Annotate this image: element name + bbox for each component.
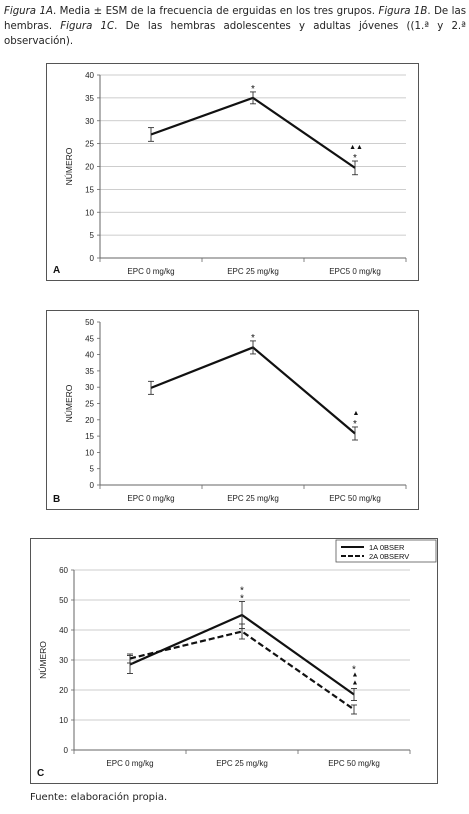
chart-panel-c: 0 10 20 30 40 50 60 EPC 0 mg/kg EPC 25 mg/kg EPC … bbox=[30, 538, 438, 784]
y-tick-label: 20 bbox=[85, 416, 94, 425]
x-tick-label: EPC5 0 mg/kg bbox=[329, 267, 381, 276]
y-tick-label: 40 bbox=[59, 626, 68, 635]
significance-triangle: ▲▲ bbox=[349, 144, 363, 151]
y-tick-label: 0 bbox=[64, 746, 69, 755]
y-tick-label: 5 bbox=[90, 231, 95, 240]
y-tick-label: 35 bbox=[85, 94, 94, 103]
significance-star: * bbox=[352, 665, 356, 676]
chart-border bbox=[46, 310, 419, 510]
caption-fig-1c: Figura 1C bbox=[60, 21, 115, 32]
y-tick-label: 45 bbox=[85, 334, 94, 343]
y-tick-label: 15 bbox=[85, 185, 94, 194]
significance-star: * bbox=[240, 594, 244, 605]
significance-triangle: ▲ bbox=[352, 680, 359, 687]
significance-star: * bbox=[251, 84, 255, 95]
y-axis-label: NÚMERO bbox=[38, 641, 48, 679]
chart-panel-a: 0 5 10 15 20 25 30 35 40 EPC 0 mg/kg EPC 25 mg/kg E… bbox=[46, 63, 419, 281]
x-tick-label: EPC 50 mg/kg bbox=[328, 759, 380, 768]
caption-text-3: . De las hembras adolescentes y adultas … bbox=[4, 21, 466, 47]
caption-text-2: . De las hembras. bbox=[4, 6, 466, 32]
y-tick-label: 25 bbox=[85, 140, 94, 149]
y-tick-label: 40 bbox=[85, 351, 94, 360]
caption-text-1: . Media ± ESM de la frecuencia de erguid… bbox=[52, 6, 379, 17]
y-tick-label: 25 bbox=[85, 400, 94, 409]
significance-star: * bbox=[240, 586, 244, 597]
x-tick-label: EPC 25 mg/kg bbox=[216, 759, 268, 768]
caption-fig-1b: Figura 1B bbox=[378, 6, 428, 17]
y-tick-label: 15 bbox=[85, 432, 94, 441]
caption-fig-1a: Figura 1A bbox=[4, 6, 53, 17]
significance-star: * bbox=[353, 153, 357, 164]
y-tick-label: 30 bbox=[59, 656, 68, 665]
legend-label: 1A 0BSER bbox=[369, 543, 405, 552]
y-tick-label: 5 bbox=[90, 465, 95, 474]
legend-label: 2A 0BSERV bbox=[369, 552, 409, 561]
figure-caption: Figura 1A. Media ± ESM de la frecuencia … bbox=[4, 4, 466, 49]
x-tick-label: EPC 0 mg/kg bbox=[106, 759, 153, 768]
x-tick-label: EPC 0 mg/kg bbox=[127, 267, 174, 276]
chart-panel-b: 0 5 10 15 20 25 30 35 40 45 50 EPC 0 mg/kg EPC 25 mg… bbox=[46, 310, 419, 510]
panel-label: A bbox=[53, 265, 60, 276]
significance-triangle: ▲ bbox=[352, 672, 359, 679]
y-tick-label: 0 bbox=[90, 481, 95, 490]
panel-label: B bbox=[53, 494, 60, 505]
y-axis-label: NÚMERO bbox=[64, 147, 74, 185]
series-line bbox=[129, 630, 355, 711]
source-note: Fuente: elaboración propia. bbox=[30, 792, 168, 803]
y-tick-label: 10 bbox=[59, 716, 68, 725]
chart-border bbox=[30, 538, 438, 784]
panel-label: C bbox=[37, 768, 44, 779]
y-tick-label: 20 bbox=[85, 163, 94, 172]
x-tick-label: EPC 0 mg/kg bbox=[127, 494, 174, 503]
x-tick-label: EPC 25 mg/kg bbox=[227, 267, 279, 276]
y-tick-label: 0 bbox=[90, 254, 95, 263]
x-tick-label: EPC 50 mg/kg bbox=[329, 494, 381, 503]
significance-star: * bbox=[353, 419, 357, 430]
y-tick-label: 60 bbox=[59, 566, 68, 575]
significance-triangle: ▲ bbox=[353, 410, 360, 417]
x-tick-label: EPC 25 mg/kg bbox=[227, 494, 279, 503]
y-tick-label: 20 bbox=[59, 686, 68, 695]
significance-star: * bbox=[251, 333, 255, 344]
chart-border bbox=[46, 63, 419, 281]
y-tick-label: 50 bbox=[59, 596, 68, 605]
legend-box bbox=[335, 539, 437, 563]
y-axis-label: NÚMERO bbox=[64, 384, 74, 422]
y-tick-label: 50 bbox=[85, 318, 94, 327]
y-tick-label: 10 bbox=[85, 208, 94, 217]
y-tick-label: 40 bbox=[85, 71, 94, 80]
y-tick-label: 30 bbox=[85, 383, 94, 392]
y-tick-label: 35 bbox=[85, 367, 94, 376]
y-tick-label: 30 bbox=[85, 117, 94, 126]
y-tick-label: 10 bbox=[85, 448, 94, 457]
